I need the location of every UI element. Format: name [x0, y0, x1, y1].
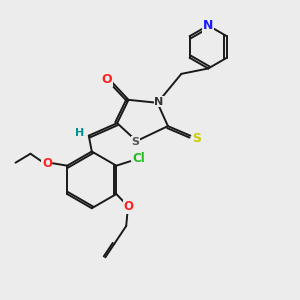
Text: H: H: [75, 128, 84, 138]
Text: S: S: [192, 132, 201, 145]
Text: O: O: [123, 200, 133, 213]
Text: N: N: [203, 19, 213, 32]
Text: O: O: [101, 73, 112, 86]
Text: O: O: [42, 157, 52, 170]
Text: N: N: [154, 97, 164, 107]
Text: Cl: Cl: [132, 152, 145, 165]
Text: S: S: [131, 136, 139, 147]
